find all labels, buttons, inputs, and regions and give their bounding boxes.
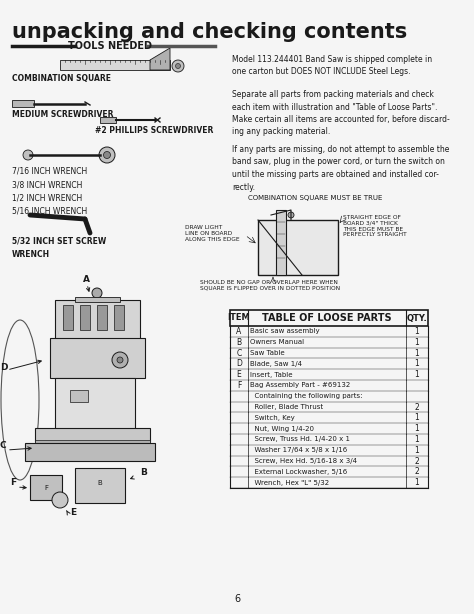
Text: 1: 1 (415, 413, 419, 422)
Text: 5/32 INCH SET SCREW
WRENCH: 5/32 INCH SET SCREW WRENCH (12, 237, 106, 259)
Text: External Lockwasher, 5/16: External Lockwasher, 5/16 (250, 469, 374, 475)
Bar (100, 117, 116, 123)
Text: Roller, Blade Thrust: Roller, Blade Thrust (250, 404, 364, 410)
Text: 1: 1 (415, 435, 419, 444)
Text: ITEM: ITEM (228, 314, 250, 322)
Bar (55, 378, 135, 433)
Text: unpacking and checking contents: unpacking and checking contents (12, 22, 407, 42)
Bar (50, 338, 145, 378)
Text: E: E (237, 370, 241, 379)
Bar (258, 220, 338, 275)
Circle shape (172, 60, 184, 72)
Bar (276, 210, 286, 275)
Circle shape (288, 212, 294, 218)
Text: A: A (83, 275, 90, 284)
Text: Saw Table: Saw Table (250, 350, 355, 356)
Bar (12, 100, 34, 107)
Text: COMBINATION SQUARE MUST BE TRUE: COMBINATION SQUARE MUST BE TRUE (248, 195, 383, 201)
Text: Insert, Table: Insert, Table (250, 371, 356, 378)
Text: Nut, Wing 1/4-20: Nut, Wing 1/4-20 (250, 426, 366, 432)
Text: D: D (236, 359, 242, 368)
Text: Separate all parts from packing materials and check
each item with illustration : Separate all parts from packing material… (232, 90, 450, 136)
Circle shape (175, 63, 181, 69)
Circle shape (103, 152, 110, 158)
Text: DRAW LIGHT
LINE ON BOARD
ALONG THIS EDGE: DRAW LIGHT LINE ON BOARD ALONG THIS EDGE (185, 225, 240, 241)
Text: 1: 1 (415, 424, 419, 433)
Text: C: C (0, 441, 7, 450)
Bar (97, 305, 107, 330)
Text: F: F (237, 381, 241, 390)
Text: Switch, Key: Switch, Key (250, 415, 360, 421)
Bar (25, 443, 155, 461)
Text: If any parts are missing, do not attempt to assemble the
band saw, plug in the p: If any parts are missing, do not attempt… (232, 145, 449, 192)
Text: B: B (98, 480, 102, 486)
Bar (30, 475, 62, 500)
Bar (35, 428, 150, 442)
Text: 1: 1 (415, 478, 419, 487)
Text: A: A (237, 327, 242, 336)
Text: 1: 1 (415, 349, 419, 357)
Text: B: B (237, 338, 242, 347)
Text: Wrench, Hex "L" 5/32: Wrench, Hex "L" 5/32 (250, 480, 367, 486)
Text: Owners Manual: Owners Manual (250, 339, 365, 345)
Text: 1: 1 (415, 359, 419, 368)
Text: B: B (140, 468, 147, 477)
Circle shape (99, 147, 115, 163)
Bar (63, 305, 73, 330)
Text: Containing the following parts:: Containing the following parts: (250, 393, 363, 399)
Circle shape (117, 357, 123, 363)
Text: Model 113.244401 Band Saw is shipped complete in
one carton but DOES NOT INCLUDE: Model 113.244401 Band Saw is shipped com… (232, 55, 432, 77)
Bar (35, 440, 150, 445)
Text: Basic saw assembly: Basic saw assembly (250, 328, 374, 335)
Circle shape (92, 288, 102, 298)
Bar (55, 300, 140, 340)
Text: STRAIGHT EDGE OF
BOARD 3/4" THICK
THIS EDGE MUST BE
PERFECTLY STRAIGHT: STRAIGHT EDGE OF BOARD 3/4" THICK THIS E… (343, 215, 407, 238)
Text: E: E (70, 508, 76, 517)
Text: MEDIUM SCREWDRIVER: MEDIUM SCREWDRIVER (12, 110, 113, 119)
Text: Screw, Hex Hd. 5/16-18 x 3/4: Screw, Hex Hd. 5/16-18 x 3/4 (250, 458, 375, 464)
Text: Screw, Truss Hd. 1/4-20 x 1: Screw, Truss Hd. 1/4-20 x 1 (250, 437, 370, 443)
Text: TABLE OF LOOSE PARTS: TABLE OF LOOSE PARTS (262, 313, 392, 323)
Text: COMBINATION SQUARE: COMBINATION SQUARE (12, 74, 111, 83)
Bar (114, 305, 124, 330)
Text: Bag Assembly Part - #69132: Bag Assembly Part - #69132 (250, 383, 350, 389)
Text: #2 PHILLIPS SCREWDRIVER: #2 PHILLIPS SCREWDRIVER (95, 126, 213, 135)
Text: Washer 17/64 x 5/8 x 1/16: Washer 17/64 x 5/8 x 1/16 (250, 447, 372, 453)
Text: F: F (44, 485, 48, 491)
Text: 1: 1 (415, 370, 419, 379)
Circle shape (52, 492, 68, 508)
Text: SHOULD BE NO GAP OR OVERLAP HERE WHEN
SQUARE IS FLIPPED OVER IN DOTTED POSITION: SHOULD BE NO GAP OR OVERLAP HERE WHEN SQ… (200, 280, 340, 291)
Text: C: C (237, 349, 242, 357)
Text: 7/16 INCH WRENCH
3/8 INCH WRENCH
1/2 INCH WRENCH
5/16 INCH WRENCH: 7/16 INCH WRENCH 3/8 INCH WRENCH 1/2 INC… (12, 167, 87, 216)
Bar (80, 305, 90, 330)
Text: 2: 2 (415, 403, 419, 411)
Polygon shape (150, 48, 170, 70)
Text: Blade, Saw 1/4: Blade, Saw 1/4 (250, 361, 361, 367)
Text: F: F (10, 478, 16, 487)
Text: 1: 1 (415, 327, 419, 336)
Circle shape (23, 150, 33, 160)
Text: D: D (0, 363, 8, 372)
Bar (230, 310, 428, 326)
Text: 2: 2 (415, 456, 419, 465)
Text: 1: 1 (415, 338, 419, 347)
Bar (75, 468, 125, 503)
Text: 1: 1 (415, 446, 419, 455)
Bar (75, 297, 120, 302)
Bar (60, 60, 170, 70)
Text: 2: 2 (415, 467, 419, 476)
Text: QTY.: QTY. (407, 314, 428, 322)
Circle shape (112, 352, 128, 368)
Text: 6: 6 (234, 594, 240, 604)
Bar (70, 390, 88, 402)
Text: TOOLS NEEDED: TOOLS NEEDED (68, 41, 152, 51)
